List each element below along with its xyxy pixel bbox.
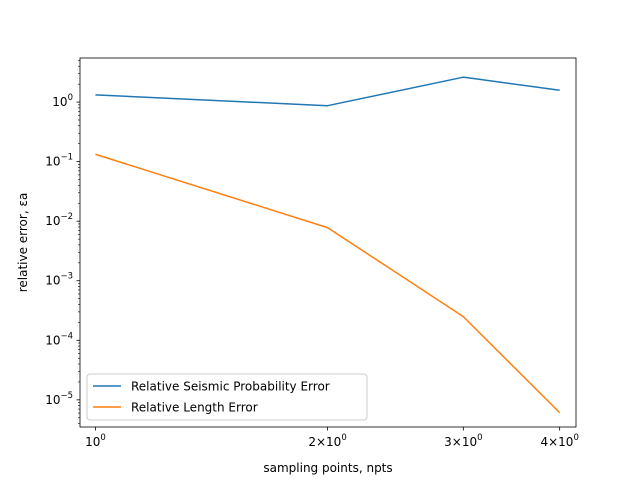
legend-box <box>86 373 368 421</box>
series-line-length <box>95 153 561 414</box>
y-axis: 100 10−1 10−2 10−3 10−4 10−5 <box>45 93 80 407</box>
x-tick-label: 100 <box>85 433 106 449</box>
series-line-seismic <box>95 76 560 107</box>
y-tick-label: 10−5 <box>45 391 73 407</box>
x-axis: 100 2×100 3×100 4×100 <box>85 427 579 449</box>
y-tick-label: 10−3 <box>45 272 73 288</box>
y-tick-label: 10−4 <box>45 331 73 347</box>
x-axis-label: sampling points, npts <box>263 461 392 475</box>
y-tick-label: 100 <box>52 93 73 109</box>
y-axis-label: relative error, εa <box>16 193 30 293</box>
y-tick-label: 10−2 <box>45 212 73 228</box>
plot-frame <box>79 57 577 428</box>
series-layer <box>95 76 561 414</box>
x-tick-label: 3×100 <box>444 433 482 449</box>
legend-label-seismic: Relative Seismic Probability Error <box>131 380 330 394</box>
legend-label-length: Relative Length Error <box>131 401 258 415</box>
legend: Relative Seismic Probability Error Relat… <box>86 373 368 421</box>
x-tick-label: 4×100 <box>540 433 578 449</box>
x-tick-label: 2×100 <box>308 433 346 449</box>
y-tick-label: 10−1 <box>45 153 73 169</box>
